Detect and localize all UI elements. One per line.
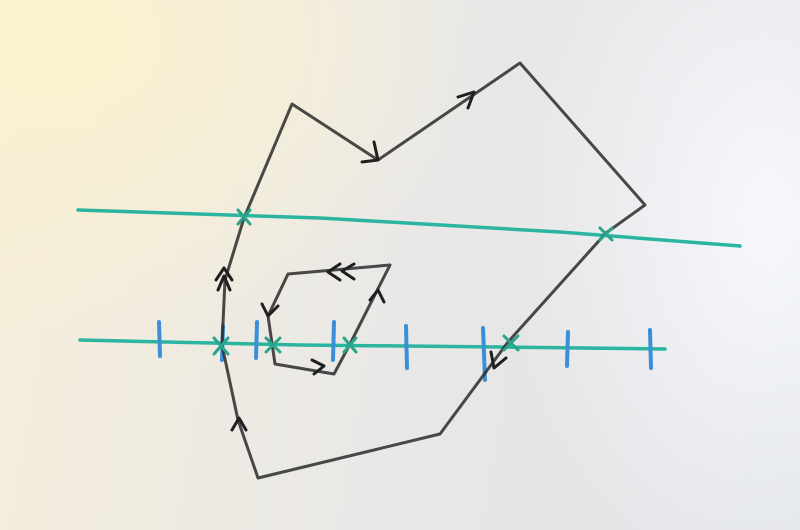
arrowhead [340, 262, 356, 281]
intersection-x [212, 336, 230, 356]
inner-loop [266, 263, 392, 376]
intersection-x [236, 208, 252, 226]
arrowhead [310, 358, 326, 376]
intersection-x [598, 226, 614, 242]
arrowhead [326, 262, 342, 282]
blue-tick [157, 320, 162, 358]
arrowhead [216, 274, 232, 292]
intersection-marks [212, 208, 614, 356]
arrowhead [214, 266, 234, 282]
blue-tick [254, 320, 259, 360]
arrowhead [456, 90, 476, 110]
intersection-x [342, 336, 358, 354]
intersection-x [502, 334, 520, 352]
arrowhead [368, 288, 386, 304]
intersection-x [264, 336, 282, 354]
inner-loop-arrows [260, 262, 386, 376]
arrowhead [260, 302, 280, 318]
arrowhead [489, 350, 508, 370]
arrowhead [360, 140, 380, 164]
blue-tick [331, 320, 336, 362]
blue-tick [404, 324, 409, 370]
outer-curve [220, 61, 647, 480]
lower-teal-line [78, 338, 667, 351]
blue-tick-marks [157, 320, 653, 382]
blue-tick [648, 328, 653, 370]
arrowhead [230, 416, 248, 432]
upper-teal-line [76, 208, 742, 248]
outer-curve-arrows [214, 90, 508, 432]
blue-tick [565, 330, 570, 368]
